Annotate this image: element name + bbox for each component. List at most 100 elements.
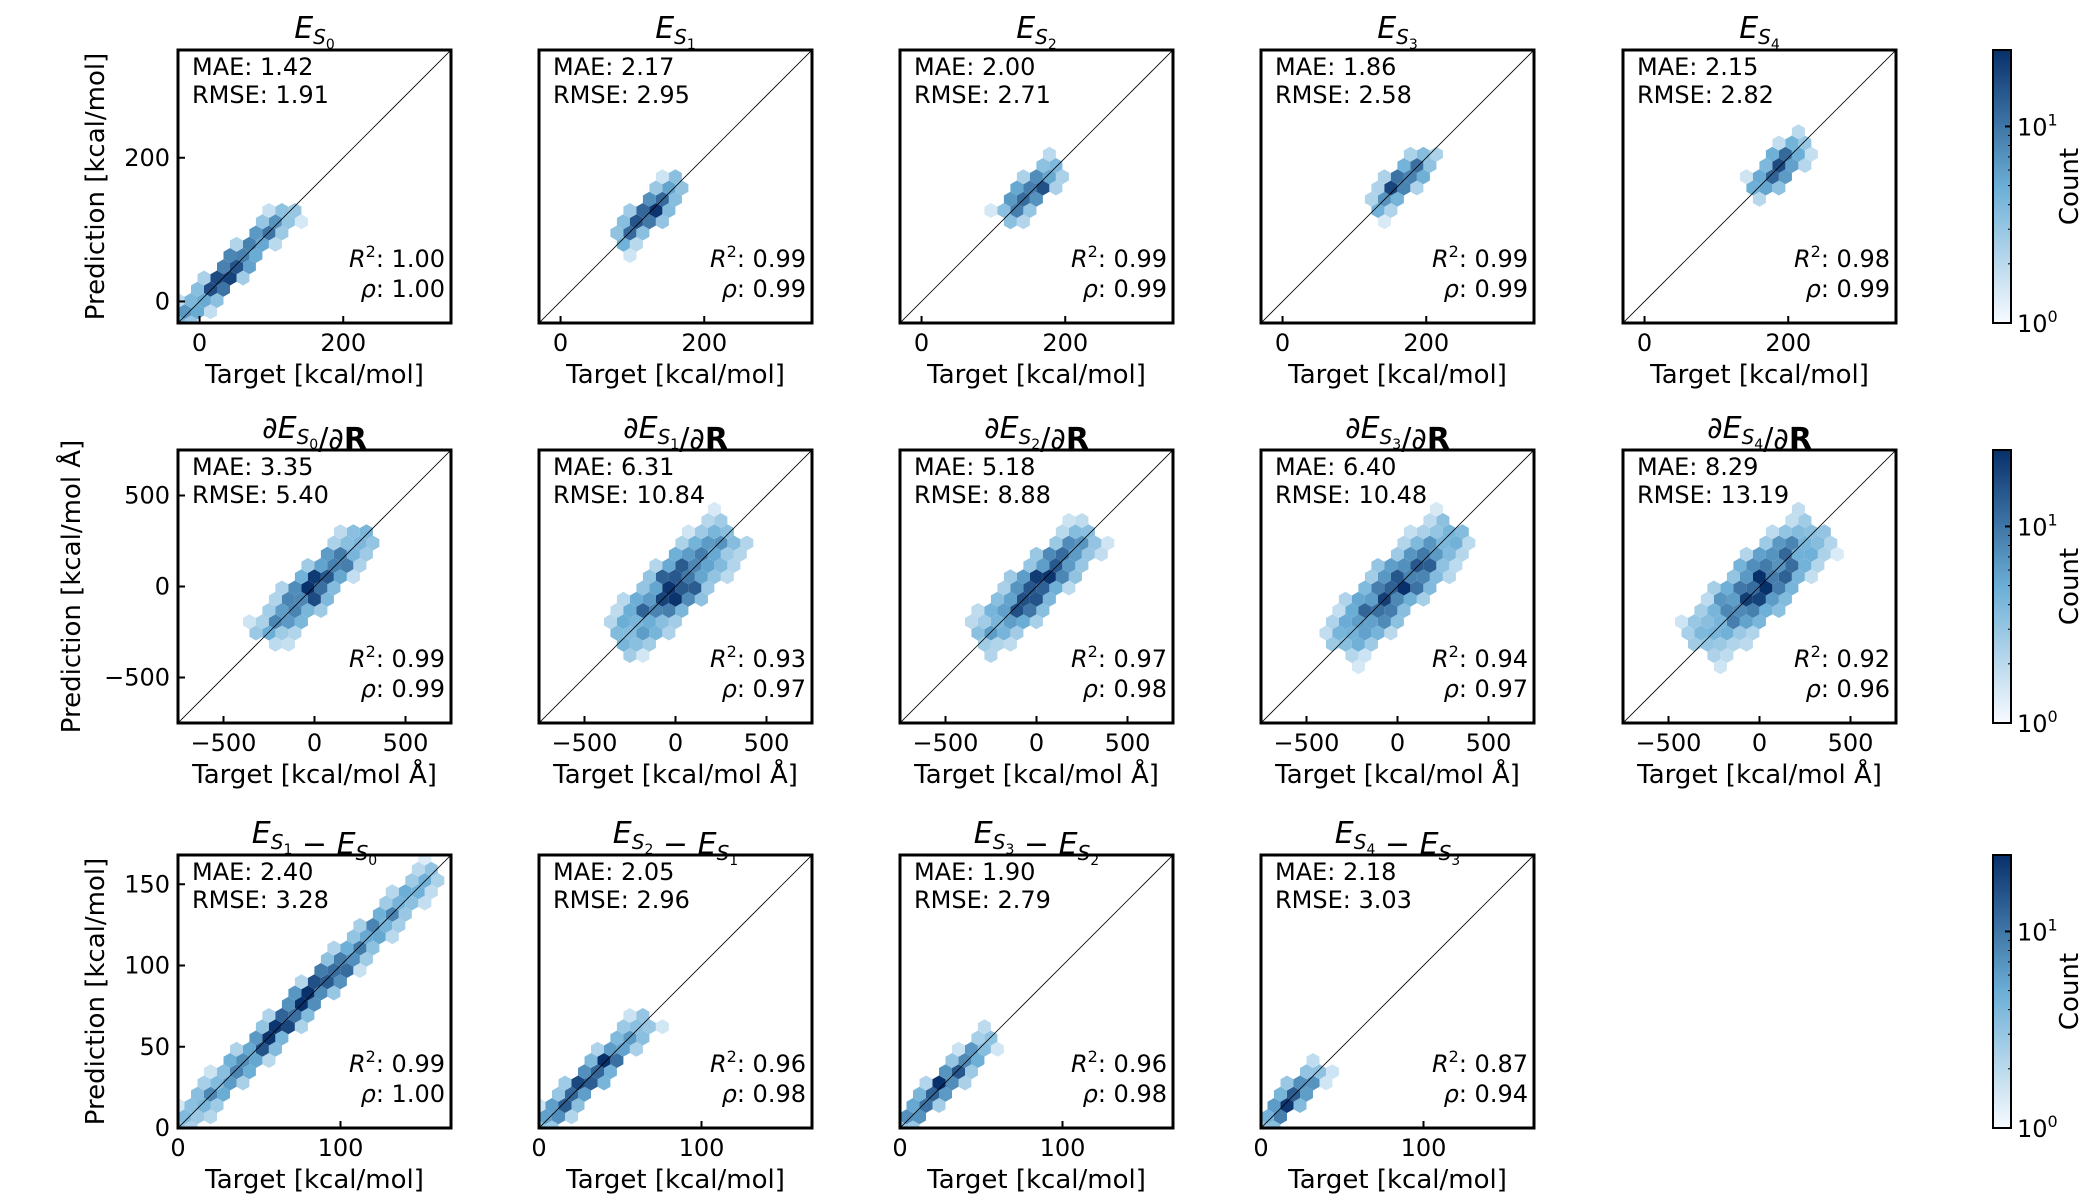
hexbin-cell [353,940,367,956]
hexbin-cell [694,546,708,562]
hexbin-cell [191,304,204,320]
hexbin-cell [984,603,998,618]
hexbin-cell [1049,535,1063,551]
hexbin-cell [249,248,263,263]
x-tick-label: 0 [914,329,929,357]
identity-line [539,855,812,1128]
r2-text: R2: 0.99 [710,242,806,273]
axes-frame [176,853,453,1130]
hexbin-cell [204,1086,217,1102]
hexbin-cell [1016,569,1030,585]
plot-area [1623,450,1896,723]
identity-line [1261,450,1534,723]
y-tick-label: 500 [124,482,170,510]
hexbin-cell [642,569,656,585]
hexbin-cell [701,580,715,596]
hexbin-cell [1010,603,1024,618]
hexbin-cell [230,1041,243,1057]
hexbin-cell [327,963,341,978]
hexbin-cell [1101,535,1115,551]
hexbin-cell [1384,580,1398,596]
hexbin-cell [191,1086,204,1102]
hexbin-cell [1010,180,1024,196]
subplot-title: ∂ES4/∂R [1707,411,1812,457]
hexbin-cell [1778,546,1792,562]
hexbin-cell [1280,1098,1294,1113]
x-tick-label: 500 [1466,729,1512,757]
hexbin-cell [1062,535,1076,551]
identity-line [1261,50,1534,323]
hexbin-cell [636,1008,650,1023]
hexbin-cell [418,895,432,911]
identity-line [539,50,812,323]
hexbin-cell [1798,513,1812,528]
hexbin-cell [707,524,721,540]
hexbin-cell [688,535,702,551]
hexbin-cell [958,1075,972,1091]
hexbin-cell [1371,603,1385,618]
hexbin-cell [314,558,328,573]
hexbin-cell [649,558,663,573]
hexbin-cell [236,248,250,263]
hexbin-cell [281,636,295,652]
axes-frame [176,48,453,325]
hexbin-cell [1306,1053,1320,1068]
hexbin-cell [294,614,308,630]
identity-line [1623,50,1896,323]
hexbin-cell [997,203,1011,218]
identity-line [178,50,451,323]
hexbin-cell [1726,569,1740,585]
hexbin-cell [1384,625,1398,641]
hexbin-cell [359,929,373,945]
colorbar-1: 100 101 Count [1992,449,2085,738]
hexbin-cell [223,1053,237,1068]
hexbin-cell [405,895,419,911]
hexbin-cell [675,603,689,618]
hexbin-cell [1746,180,1760,196]
hexbin-cell [616,591,630,607]
hexbin-cell [1358,648,1372,663]
hexbin-cell [346,929,360,945]
hexbin-cell [1358,580,1372,596]
hexbin-cell [1003,591,1017,607]
hexbin-cell [623,1008,637,1023]
hexbin-cell [1707,580,1721,596]
hexbin-cell [184,293,198,308]
hexbin-cell [1364,191,1378,207]
hexbin-cell [636,603,650,618]
hexbin-cell [1326,614,1339,630]
identity-line [539,450,812,723]
hexbin-cell [681,591,695,607]
hexbin-cell [359,524,373,540]
hexbin-cell [1442,524,1456,540]
hexbin-cell [411,861,425,877]
hexbin-cell [1377,614,1391,630]
hexbin-cell [990,614,1004,630]
y-tick-label: 0 [155,287,170,315]
hexbin-cell [675,535,689,551]
hexbin-cell [655,614,669,630]
hexbin-cell [1088,535,1102,551]
hexbin-cell [1364,614,1378,630]
hexbin-cell [1364,636,1378,652]
hexbin-cell [655,214,669,230]
mae-text: MAE: 2.17 [553,53,674,81]
hexbin-cell [662,580,676,596]
hexbin-cell [1410,580,1424,596]
colorbar-gradient [1992,449,2012,724]
hexbin-cell [1397,603,1411,618]
subplot-title: ES3 − ES2 [974,816,1099,869]
r2-text: R2: 0.92 [1794,642,1890,673]
hexbin-cell [1739,636,1753,652]
hexbin-cell [301,558,315,573]
hexbin-cell [965,614,978,630]
hexbin-cell [249,225,263,241]
mae-text: MAE: 6.31 [553,453,674,481]
mae-text: MAE: 2.40 [192,858,313,886]
hexbin-cell [971,1053,985,1068]
hexbin-cell [281,591,295,607]
rmse-text: RMSE: 5.40 [192,481,329,509]
